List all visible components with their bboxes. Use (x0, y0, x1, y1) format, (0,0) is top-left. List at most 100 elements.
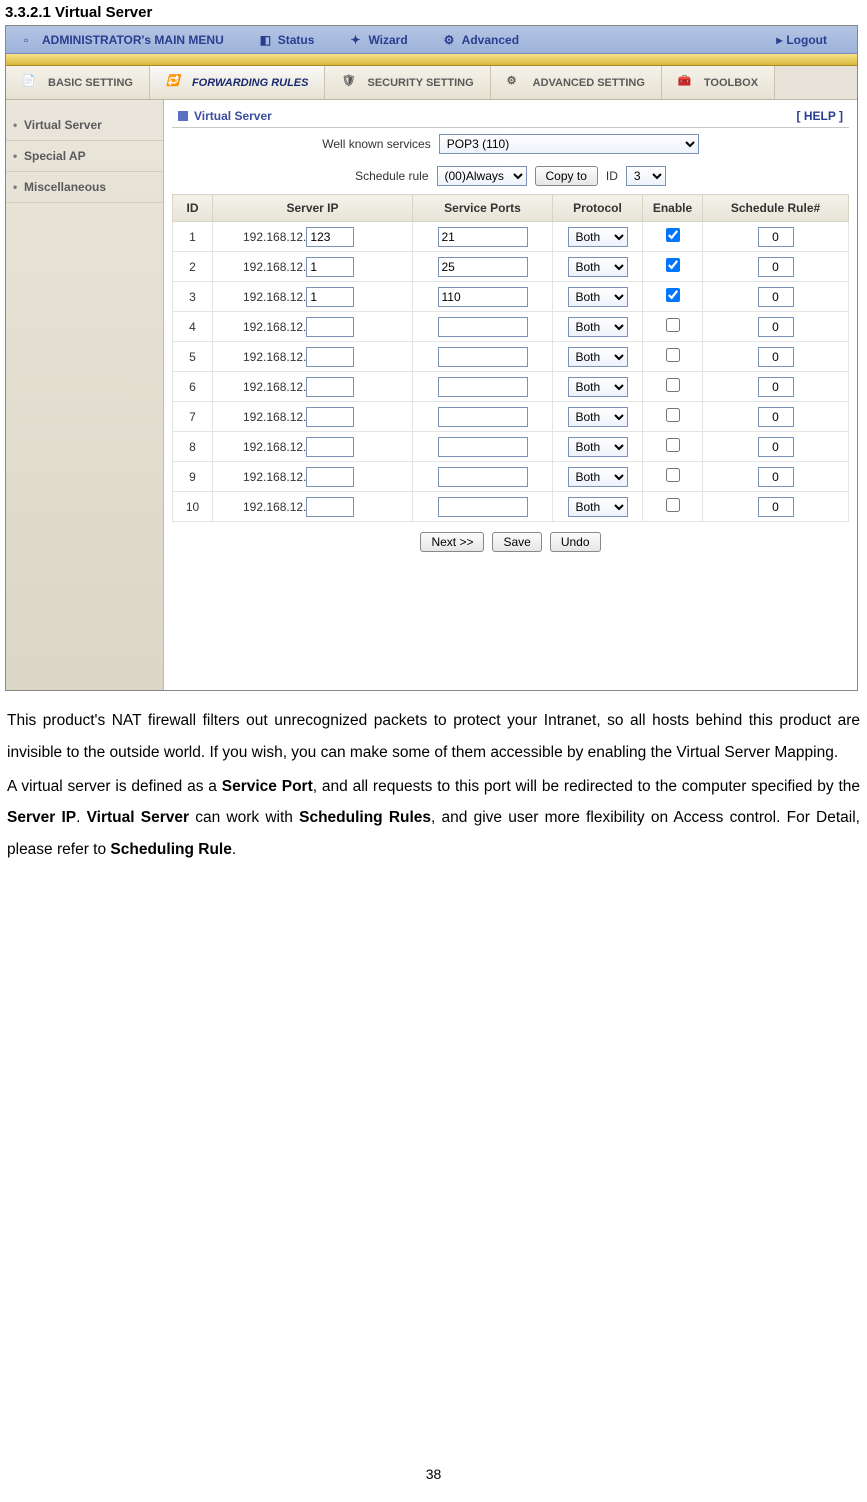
schedule-input[interactable] (758, 227, 794, 247)
cell-server-ip: 192.168.12. (213, 312, 413, 342)
protocol-select[interactable]: Both (568, 227, 628, 247)
ip-input[interactable] (306, 377, 354, 397)
save-button[interactable]: Save (492, 532, 541, 552)
schedule-input[interactable] (758, 467, 794, 487)
port-input[interactable] (438, 497, 528, 517)
port-input[interactable] (438, 257, 528, 277)
tab-basic-setting[interactable]: 📄 BASIC SETTING (6, 66, 150, 99)
port-input[interactable] (438, 467, 528, 487)
sidebar-item-miscellaneous[interactable]: Miscellaneous (6, 172, 163, 203)
port-input[interactable] (438, 347, 528, 367)
schedule-input[interactable] (758, 377, 794, 397)
help-link[interactable]: [ HELP ] (797, 109, 843, 123)
advanced-setting-icon: ⚙ (507, 74, 527, 92)
enable-checkbox[interactable] (666, 258, 680, 272)
protocol-select[interactable]: Both (568, 257, 628, 277)
schedule-input[interactable] (758, 317, 794, 337)
schedule-row: Schedule rule (00)Always Copy to ID 3 (172, 160, 849, 192)
enable-checkbox[interactable] (666, 498, 680, 512)
tab-security-setting[interactable]: 🛡 SECURITY SETTING (325, 66, 490, 99)
schedule-input[interactable] (758, 347, 794, 367)
protocol-select[interactable]: Both (568, 287, 628, 307)
cell-schedule (703, 372, 849, 402)
ip-input[interactable] (306, 257, 354, 277)
cell-port (413, 342, 553, 372)
enable-checkbox[interactable] (666, 318, 680, 332)
port-input[interactable] (438, 227, 528, 247)
id-select[interactable]: 3 (626, 166, 666, 186)
cell-port (413, 372, 553, 402)
copy-to-button[interactable]: Copy to (535, 166, 598, 186)
protocol-select[interactable]: Both (568, 467, 628, 487)
services-select[interactable]: POP3 (110) (439, 134, 699, 154)
schedule-input[interactable] (758, 257, 794, 277)
menu-status[interactable]: ◧ Status (242, 26, 333, 53)
schedule-input[interactable] (758, 407, 794, 427)
port-input[interactable] (438, 317, 528, 337)
cell-id: 4 (173, 312, 213, 342)
menu-advanced-label: Advanced (462, 33, 519, 47)
protocol-select[interactable]: Both (568, 497, 628, 517)
paragraph-1: This product's NAT firewall filters out … (7, 705, 860, 769)
wizard-icon: ✦ (350, 33, 364, 47)
ip-input[interactable] (306, 467, 354, 487)
ip-input[interactable] (306, 227, 354, 247)
schedule-select[interactable]: (00)Always (437, 166, 527, 186)
tab-basic-label: BASIC SETTING (48, 77, 133, 89)
ip-input[interactable] (306, 317, 354, 337)
col-server-ip: Server IP (213, 195, 413, 222)
tab-advanced-setting[interactable]: ⚙ ADVANCED SETTING (491, 66, 662, 99)
port-input[interactable] (438, 437, 528, 457)
schedule-input[interactable] (758, 287, 794, 307)
enable-checkbox[interactable] (666, 438, 680, 452)
cell-port (413, 252, 553, 282)
ip-input[interactable] (306, 287, 354, 307)
cell-protocol: Both (553, 372, 643, 402)
enable-checkbox[interactable] (666, 408, 680, 422)
tab-toolbox[interactable]: 🧰 TOOLBOX (662, 66, 775, 99)
menu-advanced[interactable]: ⚙ Advanced (426, 26, 537, 53)
cell-id: 7 (173, 402, 213, 432)
cell-schedule (703, 312, 849, 342)
ip-prefix: 192.168.12. (243, 230, 306, 244)
ip-input[interactable] (306, 347, 354, 367)
schedule-input[interactable] (758, 437, 794, 457)
menu-logout[interactable]: ▸ Logout (776, 33, 857, 47)
schedule-label: Schedule rule (355, 169, 428, 183)
protocol-select[interactable]: Both (568, 377, 628, 397)
menu-wizard[interactable]: ✦ Wizard (332, 26, 425, 53)
cell-schedule (703, 492, 849, 522)
enable-checkbox[interactable] (666, 468, 680, 482)
cell-enable (643, 492, 703, 522)
cell-id: 6 (173, 372, 213, 402)
tab-forwarding-rules[interactable]: 🔁 FORWARDING RULES (150, 66, 326, 99)
virtual-server-bold: Virtual Server (87, 809, 189, 826)
sidebar-item-special-ap[interactable]: Special AP (6, 141, 163, 172)
ip-input[interactable] (306, 407, 354, 427)
enable-checkbox[interactable] (666, 378, 680, 392)
enable-checkbox[interactable] (666, 228, 680, 242)
table-row: 9192.168.12.Both (173, 462, 849, 492)
protocol-select[interactable]: Both (568, 407, 628, 427)
sidebar-item-virtual-server[interactable]: Virtual Server (6, 110, 163, 141)
protocol-select[interactable]: Both (568, 437, 628, 457)
protocol-select[interactable]: Both (568, 317, 628, 337)
port-input[interactable] (438, 407, 528, 427)
port-input[interactable] (438, 377, 528, 397)
ip-input[interactable] (306, 437, 354, 457)
cell-protocol: Both (553, 222, 643, 252)
schedule-input[interactable] (758, 497, 794, 517)
cell-port (413, 222, 553, 252)
protocol-select[interactable]: Both (568, 347, 628, 367)
basic-setting-icon: 📄 (22, 74, 42, 92)
enable-checkbox[interactable] (666, 348, 680, 362)
undo-button[interactable]: Undo (550, 532, 601, 552)
server-ip-bold: Server IP (7, 809, 76, 826)
enable-checkbox[interactable] (666, 288, 680, 302)
port-input[interactable] (438, 287, 528, 307)
panel-bullet-icon (178, 111, 188, 121)
next-button[interactable]: Next >> (420, 532, 484, 552)
cell-protocol: Both (553, 492, 643, 522)
ip-input[interactable] (306, 497, 354, 517)
cell-server-ip: 192.168.12. (213, 222, 413, 252)
